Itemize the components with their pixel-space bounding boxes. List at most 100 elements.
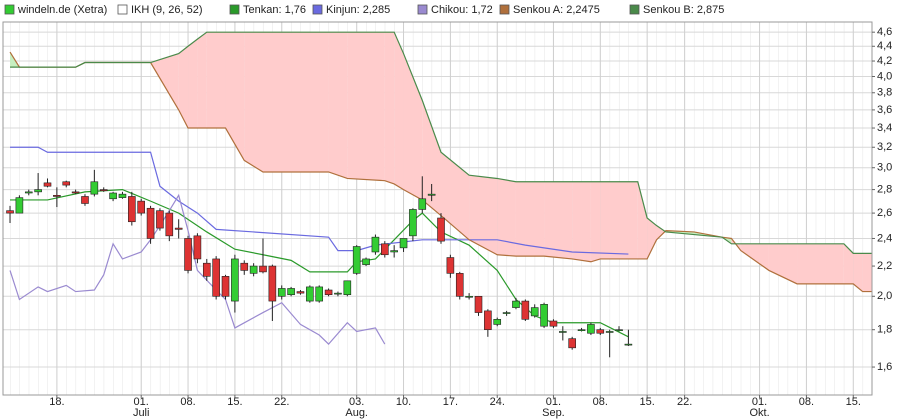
candle-body	[399, 238, 408, 249]
legend-label: Senkou A: 2,2475	[513, 4, 600, 16]
candle-body	[596, 329, 605, 334]
candle-body	[587, 324, 595, 334]
candle-body	[352, 246, 361, 274]
cloud	[469, 175, 498, 255]
candle-body	[380, 243, 389, 256]
x-tick-label: 22.	[677, 396, 692, 408]
legend-label: windeln.de (Xetra)	[17, 4, 107, 16]
candle-body	[277, 288, 286, 297]
candle-body	[334, 292, 342, 295]
x-tick-label: 18.	[49, 396, 64, 408]
legend-label: IKH (9, 26, 52)	[131, 4, 203, 16]
cloud	[590, 181, 601, 262]
cloud	[637, 181, 648, 259]
cloud	[497, 178, 516, 257]
candle-body	[221, 276, 230, 297]
y-tick-label: 3,2	[877, 141, 892, 153]
candle-body	[249, 265, 258, 274]
candle-body	[165, 212, 174, 237]
y-tick-label: 4,4	[877, 40, 892, 52]
cloud	[843, 243, 854, 284]
cloud	[853, 253, 863, 292]
legend-swatch	[117, 4, 128, 15]
cloud	[244, 32, 263, 172]
legend-swatch	[312, 4, 323, 15]
cloud	[394, 32, 404, 190]
candle-body	[474, 295, 483, 313]
y-tick-label: 1,6	[877, 361, 892, 373]
x-tick-label: 10.	[396, 396, 411, 408]
candle-body	[559, 331, 567, 333]
candle-body	[240, 262, 249, 271]
cloud	[206, 32, 226, 129]
candle-body	[202, 262, 211, 277]
candle-body	[81, 196, 89, 204]
cloud	[647, 218, 657, 259]
month-label: Juli	[133, 407, 150, 419]
line-series	[10, 31, 872, 254]
candle-body	[465, 295, 473, 298]
cloud	[515, 181, 545, 257]
candle-body	[493, 319, 502, 325]
candle-body	[521, 300, 530, 320]
y-tick-label: 2,4	[877, 232, 892, 244]
x-tick-label: 03.	[349, 396, 364, 408]
candle-body	[418, 198, 427, 210]
candle-body	[90, 181, 99, 195]
candle-body	[53, 195, 61, 197]
y-tick-label: 2,6	[877, 207, 892, 219]
candle-body	[502, 312, 511, 314]
candle-body	[231, 258, 239, 302]
cloud	[347, 32, 385, 181]
y-tick-label: 1,8	[877, 324, 892, 336]
line-series	[9, 193, 386, 345]
line-series	[9, 51, 872, 293]
plot-border	[2, 21, 873, 396]
candle-body	[71, 191, 80, 194]
candle-body	[409, 209, 417, 237]
cloud	[384, 32, 395, 184]
candle-body	[446, 257, 455, 274]
candle-body	[437, 217, 445, 242]
candle-body	[184, 238, 192, 271]
cloud	[544, 181, 573, 259]
cloud	[656, 225, 666, 240]
candle-body	[34, 189, 42, 193]
legend-swatch	[229, 4, 240, 15]
cloud	[178, 46, 189, 129]
candle-body	[128, 196, 136, 223]
y-tick-label: 4,0	[877, 70, 892, 82]
cloud	[572, 181, 591, 262]
candle-body	[43, 182, 52, 187]
candle-body	[315, 286, 324, 302]
candle-body	[137, 200, 145, 214]
legend-swatch	[4, 4, 15, 15]
cloud	[862, 253, 872, 292]
cloud	[262, 32, 329, 172]
x-tick-label: 08.	[799, 396, 814, 408]
cloud	[768, 243, 798, 284]
x-tick-label: 01.	[752, 396, 767, 408]
candle-body	[324, 289, 333, 296]
candle-body	[530, 307, 539, 317]
candle-body	[427, 193, 436, 196]
y-tick-label: 4,2	[877, 55, 892, 67]
cloud	[600, 181, 638, 259]
legend-label: Kinjun: 2,285	[326, 4, 390, 16]
candle-body	[6, 210, 14, 214]
x-tick-label: 15.	[227, 396, 242, 408]
candle-body	[362, 258, 370, 265]
y-tick-label: 3,8	[877, 87, 892, 99]
candle-body	[193, 235, 202, 260]
candle-body	[62, 181, 71, 186]
x-tick-label: 01.	[546, 396, 561, 408]
month-label: Sep.	[542, 407, 565, 419]
month-label: Okt.	[749, 407, 769, 419]
candle-body	[24, 191, 33, 194]
cloud	[797, 243, 844, 284]
month-label: Aug.	[345, 407, 368, 419]
legend-label: Senkou B: 2,875	[643, 4, 724, 16]
candle-body	[99, 189, 108, 192]
cloud	[225, 32, 245, 161]
